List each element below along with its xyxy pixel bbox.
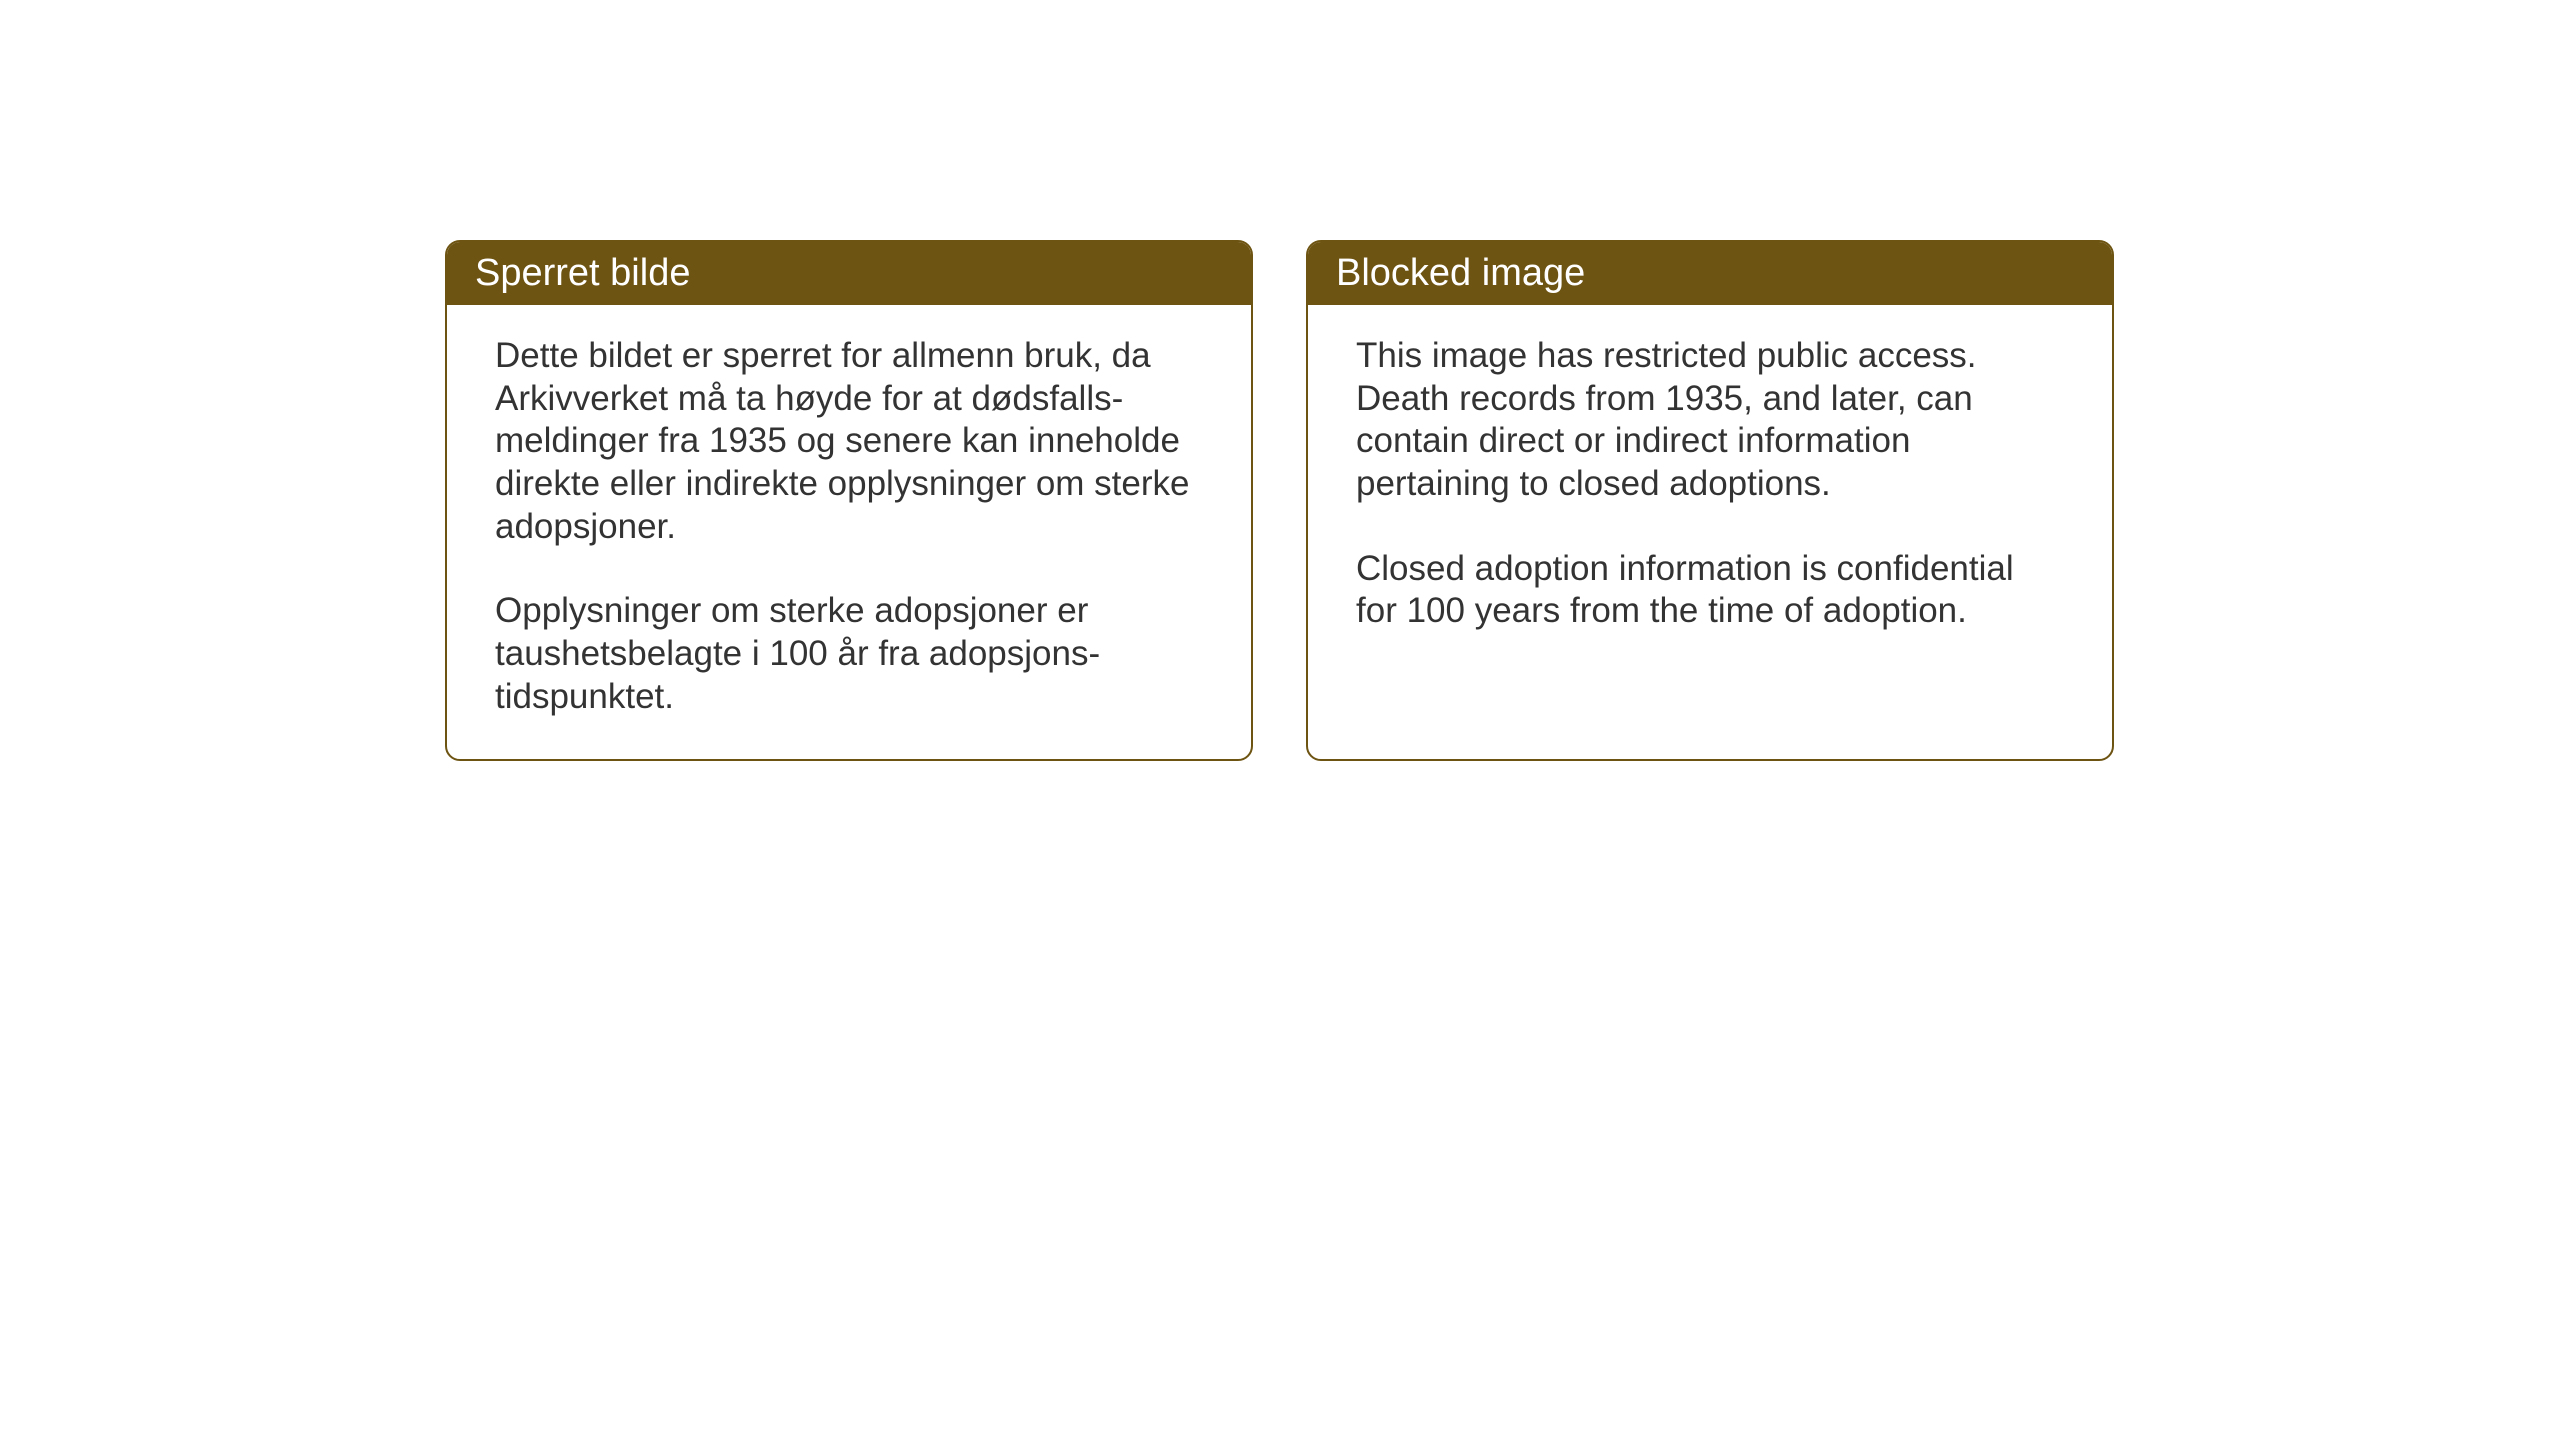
notice-body-norwegian: Dette bildet er sperret for allmenn bruk… — [447, 305, 1251, 759]
notice-paragraph-1-norwegian: Dette bildet er sperret for allmenn bruk… — [495, 335, 1203, 548]
notice-paragraph-2-english: Closed adoption information is confident… — [1356, 548, 2064, 633]
notice-title-norwegian: Sperret bilde — [475, 252, 690, 294]
notice-paragraph-2-norwegian: Opplysninger om sterke adopsjoner er tau… — [495, 590, 1203, 718]
notice-body-english: This image has restricted public access.… — [1308, 305, 2112, 755]
notice-header-norwegian: Sperret bilde — [447, 242, 1251, 305]
notice-paragraph-1-english: This image has restricted public access.… — [1356, 335, 2064, 506]
notice-box-norwegian: Sperret bilde Dette bildet er sperret fo… — [445, 240, 1253, 761]
notice-title-english: Blocked image — [1336, 252, 1585, 294]
notice-header-english: Blocked image — [1308, 242, 2112, 305]
notices-container: Sperret bilde Dette bildet er sperret fo… — [445, 240, 2114, 761]
notice-box-english: Blocked image This image has restricted … — [1306, 240, 2114, 761]
